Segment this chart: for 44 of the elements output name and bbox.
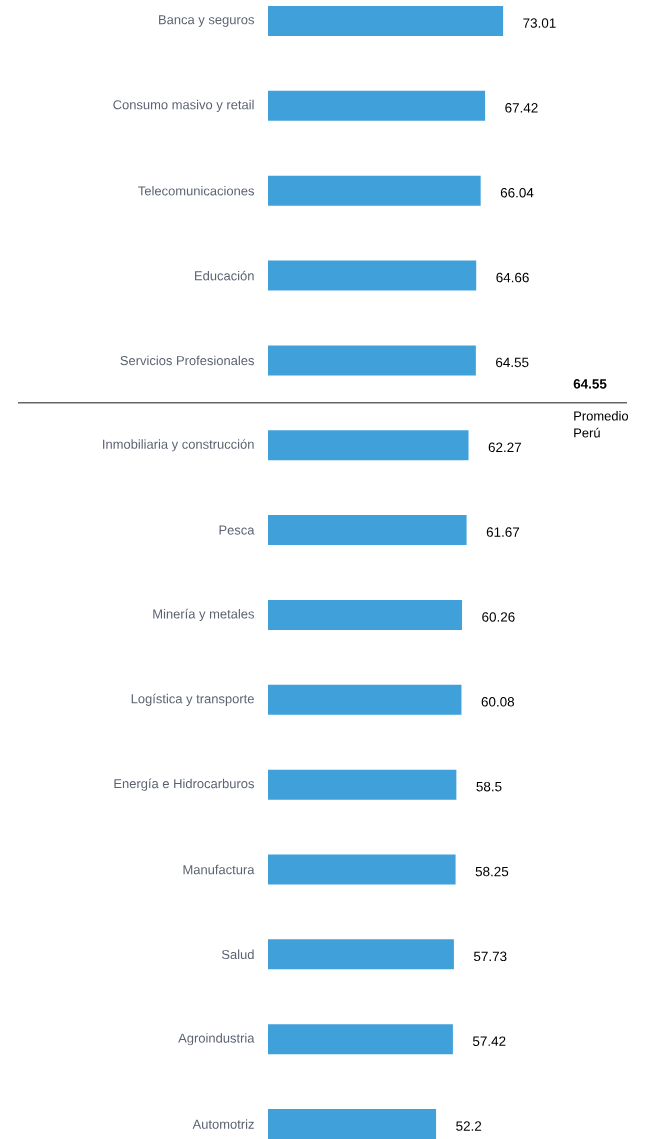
ref-line-label: Promedio Perú bbox=[574, 411, 629, 438]
data-label: 57.73 bbox=[473, 951, 507, 962]
data-label: 52.2 bbox=[456, 1121, 482, 1131]
data-label: 73.01 bbox=[523, 18, 556, 28]
text: 64.55 bbox=[573, 379, 607, 389]
bar bbox=[268, 939, 454, 970]
y-tick-label: Manufactura bbox=[183, 864, 255, 875]
bar bbox=[268, 1109, 437, 1139]
data-label: 64.66 bbox=[496, 272, 529, 283]
bar bbox=[268, 1024, 453, 1055]
y-tick-label: Banca y seguros bbox=[159, 15, 254, 27]
bar bbox=[268, 684, 462, 715]
bar bbox=[268, 854, 456, 885]
data-label: 64.55 bbox=[496, 357, 529, 368]
y-tick-label: Minería y metales bbox=[153, 608, 254, 622]
bar bbox=[268, 515, 467, 546]
bar bbox=[268, 6, 504, 37]
data-label: 60.08 bbox=[481, 697, 515, 707]
y-tick-label: Automotriz bbox=[192, 1119, 254, 1129]
y-tick-label: Energía e Hidrocarburos bbox=[114, 778, 254, 791]
data-label: 60.26 bbox=[482, 612, 515, 622]
y-tick-label: Inmobiliaria y construcción bbox=[103, 439, 254, 452]
y-tick-label: Agroindustria bbox=[178, 1033, 255, 1046]
y-tick-label: Educación bbox=[195, 270, 254, 281]
bar bbox=[268, 175, 481, 206]
data-label: 57.42 bbox=[472, 1036, 506, 1046]
y-tick-label: Logística y transporte bbox=[131, 693, 254, 706]
y-tick-label: Consumo masivo y retail bbox=[113, 99, 254, 112]
bar bbox=[268, 345, 476, 376]
data-label: 58.25 bbox=[475, 866, 509, 877]
y-tick-label: Telecomunicaciones bbox=[138, 185, 255, 196]
data-label: 61.67 bbox=[486, 527, 520, 537]
data-label: 58.5 bbox=[476, 781, 502, 792]
data-label: 67.42 bbox=[505, 103, 538, 113]
bar bbox=[268, 769, 457, 800]
bar bbox=[268, 260, 477, 291]
data-label: 62.27 bbox=[488, 442, 522, 453]
bar bbox=[268, 599, 463, 630]
data-label: 66.04 bbox=[500, 187, 534, 198]
y-tick-label: Servicios Profesionales bbox=[120, 355, 254, 366]
bar bbox=[268, 90, 486, 121]
y-tick-label: Pesca bbox=[219, 525, 255, 535]
y-tick-label: Salud bbox=[221, 949, 254, 960]
bar bbox=[268, 430, 469, 461]
